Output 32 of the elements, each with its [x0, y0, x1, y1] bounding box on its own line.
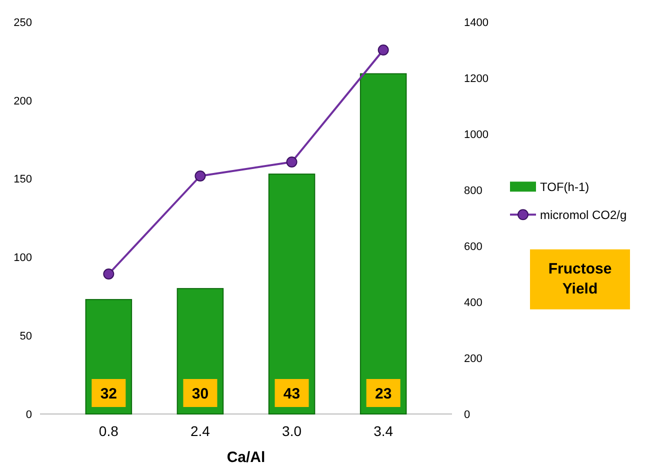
y2-tick-label: 600 — [464, 240, 482, 253]
annotation: 32 — [100, 385, 118, 402]
annotation: 43 — [283, 385, 300, 402]
y2-tick-label: 1400 — [464, 16, 488, 29]
y-tick-label: 0 — [26, 408, 32, 421]
text: Fructose Yield — [548, 260, 612, 298]
x-tick-label: 0.8 — [98, 423, 119, 439]
point — [194, 170, 206, 182]
y-tick-label: 150 — [14, 174, 32, 186]
bar — [268, 174, 316, 414]
y-tick-label: 50 — [20, 330, 32, 342]
y2-tick-label: 1200 — [464, 72, 488, 85]
y2-tick-label: 800 — [464, 184, 482, 197]
y2-tick-label: 1000 — [464, 128, 488, 141]
bar — [360, 73, 407, 414]
x-tick-label: 3.4 — [374, 423, 394, 439]
x-tick-label: 2.4 — [190, 423, 210, 439]
legend-label: micromol CO2/g — [540, 208, 627, 222]
x-tick-label: 3.0 — [282, 423, 302, 439]
point — [378, 44, 389, 56]
point — [103, 268, 114, 280]
point — [286, 156, 298, 168]
y2-tick-label: 200 — [464, 352, 482, 365]
annotation: 23 — [374, 385, 392, 402]
y-tick-label: 100 — [14, 252, 32, 264]
x-axis-title: Ca/Al — [226, 449, 266, 466]
y-tick-label: 200 — [14, 95, 32, 108]
legend-label: TOF(h-1) — [540, 180, 590, 194]
y2-tick-label: 0 — [464, 408, 470, 421]
y-tick-label: 250 — [14, 16, 32, 29]
y2-tick-label: 400 — [464, 296, 482, 309]
annotation: 30 — [192, 385, 209, 402]
